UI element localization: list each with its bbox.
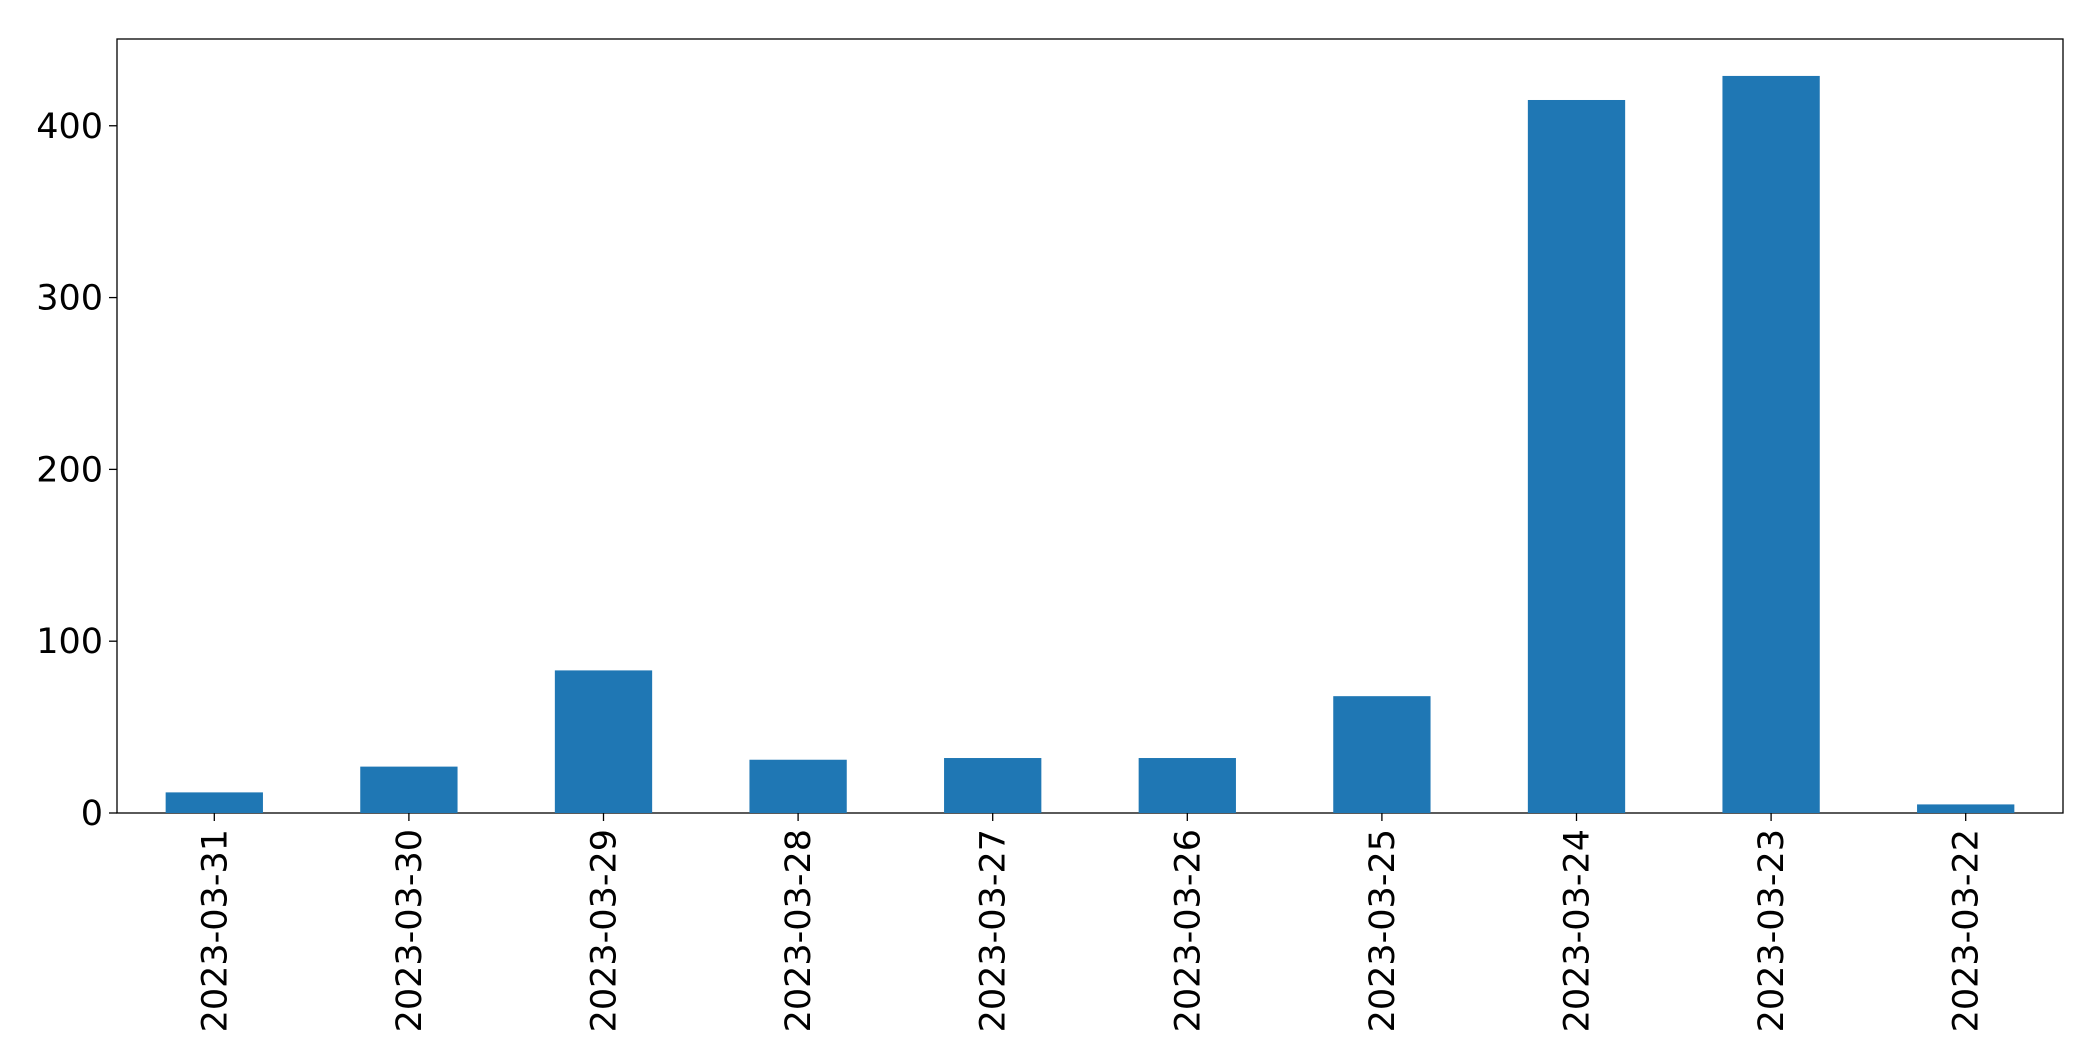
bar: [749, 759, 847, 813]
x-tick-label: 2023-03-23: [1752, 829, 1792, 1032]
x-tick-label: 2023-03-26: [1168, 829, 1208, 1032]
y-tick-label: 100: [36, 622, 103, 662]
x-tick-label: 2023-03-25: [1363, 829, 1403, 1032]
bar: [1333, 696, 1431, 813]
bar: [944, 758, 1042, 813]
x-tick-label: 2023-03-28: [779, 829, 819, 1032]
y-tick-label: 200: [36, 450, 103, 490]
bar: [1527, 99, 1626, 813]
bar: [554, 670, 653, 813]
bar: [360, 766, 458, 813]
x-tick-label: 2023-03-24: [1558, 829, 1598, 1032]
x-tick-label: 2023-03-29: [585, 829, 625, 1032]
y-tick-label: 300: [36, 279, 103, 319]
bar: [1917, 804, 2015, 813]
plot-frame: [116, 38, 2064, 814]
x-tick-label: 2023-03-30: [390, 829, 430, 1032]
x-tick-label: 2023-03-27: [974, 829, 1014, 1032]
bar: [1138, 758, 1236, 813]
y-tick-label: 0: [81, 794, 103, 834]
x-tick-label: 2023-03-22: [1947, 829, 1987, 1032]
bar: [1722, 75, 1820, 813]
y-tick-label: 400: [36, 107, 103, 147]
bar: [165, 792, 263, 813]
x-tick-label: 2023-03-31: [195, 829, 235, 1032]
